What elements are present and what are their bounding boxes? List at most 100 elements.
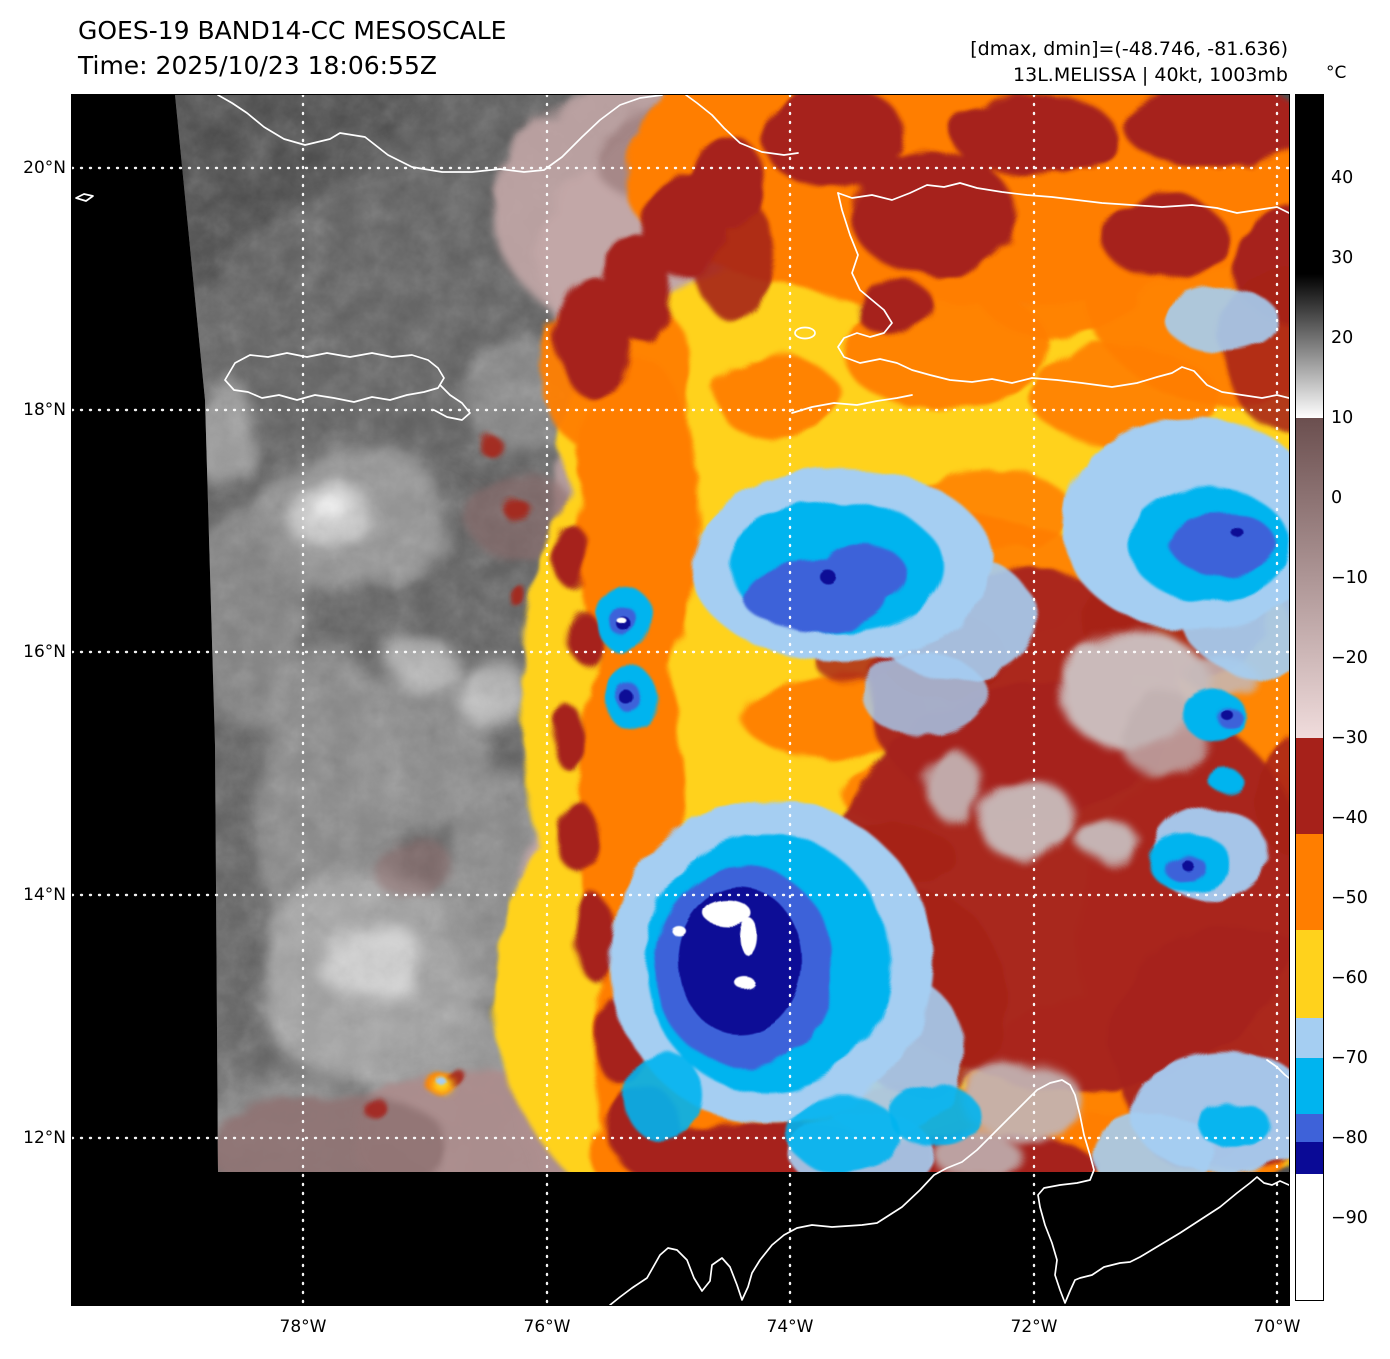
colorbar-segment: [1296, 738, 1323, 834]
coastline-hispaniola-north-coast: [837, 182, 1290, 214]
imagery-blob-cold-navy: [1183, 862, 1195, 872]
colorbar-segment: [1296, 1058, 1323, 1114]
imagery-blob-deep-red-cells: [598, 235, 670, 339]
lon-label-74°W: 74°W: [766, 1317, 814, 1337]
imagery-blob-deep-red-cells: [568, 611, 600, 663]
imagery-blob-overshoot-white-spots: [703, 900, 751, 926]
imagery-blob-pink-clouds: [202, 1095, 452, 1172]
imagery-blob-deep-red-cells: [952, 95, 1116, 177]
imagery-blob-overshoot-white-spots: [672, 926, 686, 936]
coastline-jamaica: [224, 352, 445, 403]
colorbar-tick-20: 20: [1331, 328, 1354, 348]
imagery-blob-cold-cyan: [788, 1096, 900, 1172]
imagery-blob-cold-navy: [1222, 711, 1234, 721]
colorbar-segment: [1296, 930, 1323, 1018]
imagery-blob-warm-gray-patches: [1078, 822, 1138, 860]
imagery-blob-cold-lightblue: [1165, 288, 1279, 352]
colorbar-unit-label: °C: [1326, 63, 1347, 83]
imagery-blob-pink-clouds: [370, 837, 454, 897]
imagery-layer-cold-navy: [616, 528, 1244, 1035]
colorbar-tick--60: −60: [1331, 968, 1368, 988]
colorbar-tick-30: 30: [1331, 248, 1354, 268]
imagery-blob-overshoot-white-spots: [740, 918, 758, 956]
imagery-blob-deep-red-cells: [361, 1098, 387, 1116]
imagery-blob-cold-navy: [1232, 528, 1244, 538]
header-right-block: [dmax, dmin]=(-48.746, -81.636) 13L.MELI…: [960, 36, 1288, 88]
colorbar-segment: [1296, 1114, 1323, 1142]
coastline-cuba-southeast-coast: [685, 94, 799, 156]
colorbar-tick--10: −10: [1331, 568, 1368, 588]
imagery-blob-warm-gray-patches: [960, 1065, 1084, 1137]
storm-intensity-readout: 13L.MELISSA | 40kt, 1003mb: [1013, 64, 1288, 86]
imagery-blob-deep-red-cells: [506, 503, 534, 523]
imagery-blob-cold-navy: [820, 570, 836, 584]
colorbar-tick-40: 40: [1331, 168, 1354, 188]
product-timestamp: Time: 2025/10/23 18:06:55Z: [78, 51, 437, 80]
imagery-blob-deep-red-cells: [762, 95, 906, 189]
lat-label-20°N: 20°N: [23, 158, 66, 178]
dmax-dmin-readout: [dmax, dmin]=(-48.746, -81.636): [970, 38, 1288, 60]
imagery-blob-overshoot-white-spots: [735, 977, 755, 989]
coastline-south-america-guajira-coast: [609, 1079, 1290, 1306]
colorbar-tick--70: −70: [1331, 1048, 1368, 1068]
imagery-blob-deep-red-cells: [511, 586, 527, 608]
colorbar-segment: [1296, 1174, 1323, 1300]
imagery-blob-deep-red-cells: [573, 895, 615, 979]
colorbar-tick--40: −40: [1331, 808, 1368, 828]
imagery-blob-warm-gray-patches: [979, 778, 1075, 862]
imagery-blob-cold-navy: [678, 887, 802, 1035]
imagery-blob-deep-red-cells: [552, 705, 584, 769]
imagery-blob-deep-red-cells: [1122, 95, 1289, 167]
satellite-map-frame: Copyright © 2020-2025 Dapiya: [70, 93, 1291, 1307]
colorbar-tick--90: −90: [1331, 1208, 1368, 1228]
imagery-blob-deep-red-cells: [852, 281, 936, 333]
imagery-blob-cold-lightblue: [1092, 1113, 1216, 1172]
imagery-blob-cold-cyan: [1209, 769, 1243, 793]
infrared-imagery-layers: [175, 95, 1289, 1172]
coastline-gonave-island: [794, 326, 816, 340]
coastline-cayman-island: [75, 193, 94, 202]
imagery-blob-warm-gray-patches: [928, 751, 980, 823]
imagery-blob-cold-royalblue: [1169, 512, 1275, 574]
coastline-venezuela-coast-fragment: [1266, 1059, 1290, 1079]
imagery-blob-deep-red-cells: [693, 136, 765, 228]
latlon-gridlines: [70, 93, 1291, 1307]
imagery-blob-orange-canopy: [972, 215, 1136, 339]
lon-label-78°W: 78°W: [279, 1317, 327, 1337]
lon-label-70°W: 70°W: [1253, 1317, 1301, 1337]
coastline-haiti-west-south-coast: [837, 192, 1290, 399]
imagery-blob-cold-cyan: [1198, 1102, 1270, 1148]
lat-label-12°N: 12°N: [23, 1128, 66, 1148]
imagery-blob-cold-lightblue: [435, 1076, 445, 1084]
temperature-colorbar: [1295, 94, 1324, 1301]
colorbar-tick-0: 0: [1331, 488, 1343, 508]
colorbar-tick--50: −50: [1331, 888, 1368, 908]
imagery-blob-deep-red-cells: [554, 525, 590, 589]
imagery-blob-deep-red-cells: [483, 434, 501, 460]
colorbar-segment: [1296, 418, 1323, 738]
colorbar-segment: [1296, 95, 1323, 274]
imagery-blob-deep-red-cells: [559, 801, 597, 873]
colorbar-segment: [1296, 274, 1323, 418]
lon-label-76°W: 76°W: [523, 1317, 571, 1337]
imagery-blob-cold-cyan: [1183, 689, 1245, 741]
imagery-blob-cold-cyan: [888, 1084, 980, 1146]
imagery-blob-deep-red-cells: [852, 153, 1016, 277]
coastline-jamaica-southeast: [433, 384, 471, 421]
imagery-blob-cold-lightblue: [862, 653, 986, 737]
imagery-layer-overshoot-white-spots: [616, 617, 758, 989]
lat-label-14°N: 14°N: [23, 885, 66, 905]
satellite-map: [70, 93, 1291, 1307]
lat-label-16°N: 16°N: [23, 642, 66, 662]
imagery-blob-deep-red-cells: [1258, 735, 1289, 855]
colorbar-segment: [1296, 834, 1323, 930]
imagery-blob-orange-canopy: [715, 355, 839, 439]
imagery-blob-overshoot-white-spots: [616, 617, 626, 623]
colorbar-segment: [1296, 1142, 1323, 1174]
colorbar-tick-labels: 40 30 20 10 0 −10 −20 −30 −40 −50 −60 −70 −80 −90: [1331, 95, 1390, 1300]
product-title: GOES-19 BAND14-CC MESOSCALE: [78, 16, 507, 45]
imagery-blob-cold-royalblue: [822, 544, 906, 602]
lon-label-72°W: 72°W: [1010, 1317, 1058, 1337]
colorbar-tick--20: −20: [1331, 648, 1368, 668]
